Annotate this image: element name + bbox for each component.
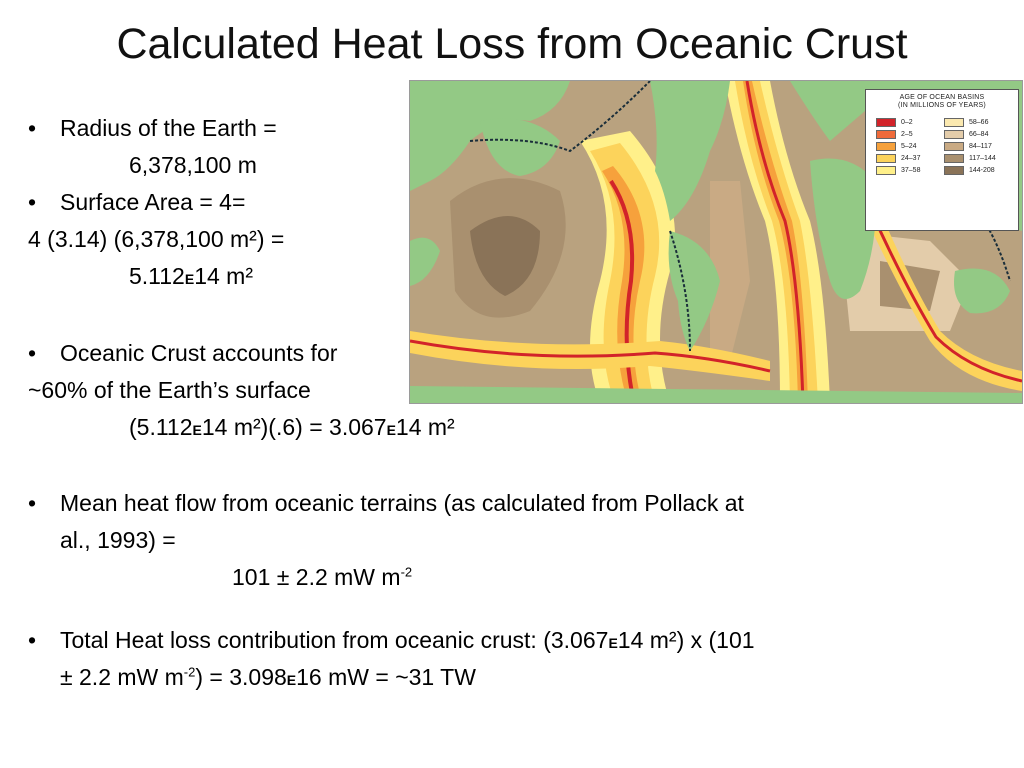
total-line-2-a: ± 2.2 mW m	[60, 664, 184, 690]
bullet-oceanic-crust: • Oceanic Crust accounts for	[28, 335, 337, 372]
legend-label: 144-208	[969, 166, 995, 174]
legend-swatch	[876, 142, 896, 151]
legend-item: 144-208	[944, 166, 1012, 175]
bullet-marker: •	[28, 340, 37, 366]
bullet-radius: • Radius of the Earth =	[28, 110, 277, 147]
legend-label: 0–2	[901, 118, 913, 126]
legend-swatch	[876, 154, 896, 163]
heat-flow-exponent: -2	[400, 564, 413, 580]
heat-flow-line-1: Mean heat flow from oceanic terrains (as…	[60, 490, 744, 516]
surface-area-label: Surface Area = 4=	[60, 189, 246, 215]
legend-label: 58–66	[969, 118, 989, 126]
legend-item: 58–66	[944, 118, 1012, 127]
oceanic-crust-line-2: ~60% of the Earth’s surface	[28, 377, 311, 403]
legend-label: 2–5	[901, 130, 913, 138]
heat-flow-line-2: al., 1993) =	[60, 527, 176, 553]
calc-part-b: 14 m²)(.6) = 3.067	[201, 414, 387, 440]
radius-label: Radius of the Earth =	[60, 115, 277, 141]
legend-label: 24–37	[901, 154, 921, 162]
bullet-marker: •	[28, 115, 37, 141]
legend-item: 0–2	[876, 118, 944, 127]
bullet-surface-area: • Surface Area = 4=	[28, 184, 245, 221]
calc-part-c: 14 m²	[395, 414, 455, 440]
bullet-marker: •	[28, 490, 37, 516]
legend-swatch	[944, 166, 964, 175]
legend-label: 37–58	[901, 166, 921, 174]
surface-area-value: 5.112E14 m²	[129, 258, 253, 298]
legend-swatch	[876, 118, 896, 127]
legend-grid: 0–2 58–66 2–5 66–84 5–24 84–117 24–37 117–144 37…	[876, 118, 1012, 175]
exponent-e: E	[386, 422, 396, 438]
slide-title: Calculated Heat Loss from Oceanic Crust	[116, 20, 908, 68]
total-line-1-a: Total Heat loss contribution from oceani…	[60, 627, 609, 653]
calc-part-a: (5.112	[129, 414, 193, 440]
exponent-e: E	[184, 271, 195, 287]
legend-label: 84–117	[969, 142, 992, 150]
legend-item: 5–24	[876, 142, 944, 151]
bullet-marker: •	[28, 627, 37, 653]
exponent-e: E	[286, 672, 297, 688]
exponent-e: E	[608, 635, 618, 651]
legend-label: 66–84	[969, 130, 989, 138]
legend-title-line-2: (IN MILLIONS OF YEARS)	[898, 102, 986, 109]
legend-swatch	[944, 142, 964, 151]
oceanic-crust-line-1: Oceanic Crust accounts for	[60, 340, 338, 366]
legend-item: 24–37	[876, 154, 944, 163]
legend-swatch	[876, 166, 896, 175]
legend-item: 117–144	[944, 154, 1012, 163]
bullet-total-heat-loss: • Total Heat loss contribution from ocean…	[28, 622, 755, 662]
legend-swatch	[876, 130, 896, 139]
exponent-e: E	[192, 422, 202, 438]
total-line-1-b: 14 m²) x (101	[617, 627, 755, 653]
heat-flow-value: 101 ± 2.2 mW m-2	[232, 559, 412, 596]
heat-flow-number: 101 ± 2.2 mW m	[232, 564, 401, 590]
legend-item: 2–5	[876, 130, 944, 139]
bullet-marker: •	[28, 189, 37, 215]
total-line-2: ± 2.2 mW m-2) = 3.098E16 mW = ~31 TW	[60, 659, 476, 699]
legend-label: 5–24	[901, 142, 917, 150]
surface-area-formula: 4 (3.14) (6,378,100 m²) =	[28, 226, 285, 252]
surface-area-mantissa: 5.112	[129, 263, 185, 289]
ocean-age-map: AGE OF OCEAN BASINS (IN MILLIONS OF YEAR…	[409, 80, 1023, 404]
legend-item: 37–58	[876, 166, 944, 175]
total-line-2-exponent: -2	[183, 664, 196, 680]
total-line-2-b: ) = 3.098	[195, 664, 287, 690]
legend-swatch	[944, 118, 964, 127]
legend-item: 84–117	[944, 142, 1012, 151]
legend-title-line-1: AGE OF OCEAN BASINS	[899, 94, 985, 101]
legend-swatch	[944, 130, 964, 139]
total-line-2-c: 16 mW = ~31 TW	[296, 664, 476, 690]
legend-swatch	[944, 154, 964, 163]
oceanic-crust-calc: (5.112E14 m²)(.6) = 3.067E14 m²	[129, 409, 455, 449]
bullet-mean-heat-flow: • Mean heat flow from oceanic terrains (a…	[28, 485, 744, 522]
radius-value: 6,378,100 m	[129, 152, 257, 178]
legend-item: 66–84	[944, 130, 1012, 139]
surface-area-exponent: 14 m²	[194, 263, 253, 289]
legend-label: 117–144	[969, 154, 996, 162]
map-legend: AGE OF OCEAN BASINS (IN MILLIONS OF YEAR…	[865, 89, 1019, 231]
